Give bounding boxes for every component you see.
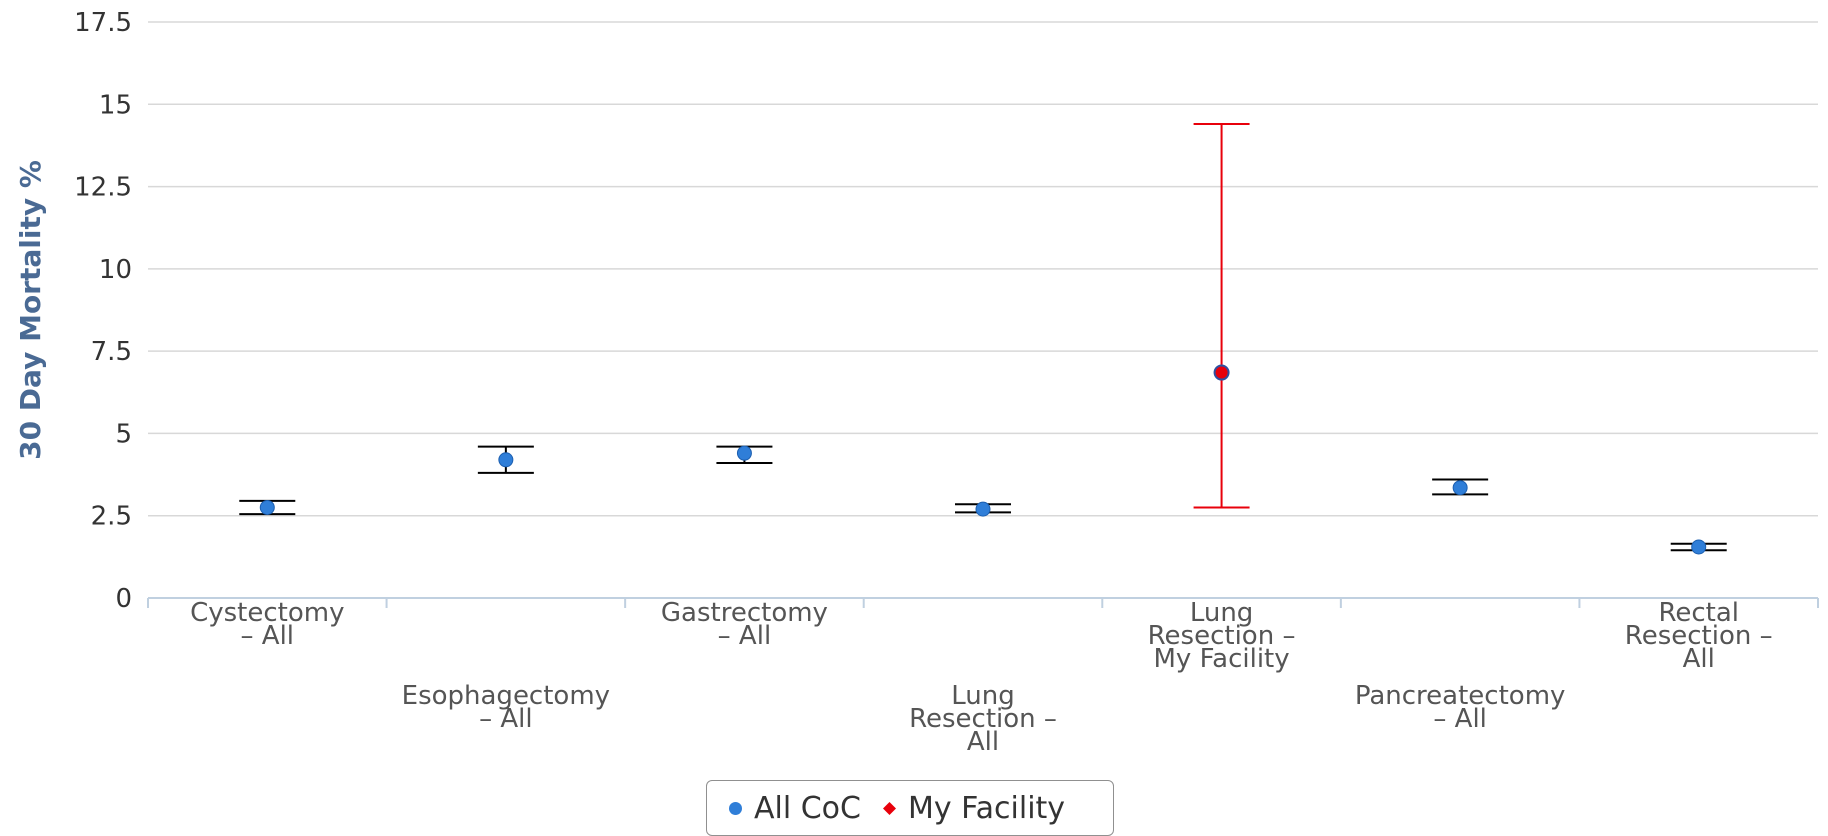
y-tick-label: 12.5 xyxy=(74,173,132,203)
x-category-label: Cystectomy – All xyxy=(190,598,344,651)
circle-marker-icon xyxy=(729,801,742,815)
y-axis-tick-labels: 0 2.5 5 7.5 10 12.5 15 17.5 xyxy=(74,8,132,614)
x-category-label-line: All xyxy=(967,727,999,757)
x-category-label-line: Resection – xyxy=(1625,621,1773,651)
legend-label-all-coc: All CoC xyxy=(754,790,861,826)
x-category-label-line: Resection – xyxy=(909,704,1057,734)
data-point-all-coc[interactable] xyxy=(498,452,514,468)
legend-label-my-facility: My Facility xyxy=(907,790,1066,826)
y-tick-label: 17.5 xyxy=(74,8,132,38)
x-category-label-line: Lung xyxy=(1190,598,1254,628)
x-category-label-line: All xyxy=(1683,644,1715,674)
legend-item-my-facility[interactable]: My Facility xyxy=(882,790,1066,826)
data-point-all-coc[interactable] xyxy=(975,501,991,517)
data-point-all-coc[interactable] xyxy=(1452,480,1468,496)
x-category-label-line: – All xyxy=(241,621,295,651)
data-point-all-coc[interactable] xyxy=(1691,539,1707,555)
y-tick-label: 0 xyxy=(115,584,132,614)
error-bars xyxy=(239,123,1727,552)
x-category-label-line: Gastrectomy xyxy=(661,598,828,628)
y-tick-label: 10 xyxy=(99,255,132,285)
y-tick-label: 2.5 xyxy=(91,502,132,532)
x-category-label-line: Rectal xyxy=(1658,598,1739,628)
x-category-label: Lung Resection – All xyxy=(909,681,1057,757)
y-tick-label: 7.5 xyxy=(91,337,132,367)
x-category-label-line: – All xyxy=(479,704,533,734)
y-tick-label: 15 xyxy=(99,90,132,120)
data-point-my-facility[interactable] xyxy=(1213,364,1230,381)
legend: All CoC My Facility xyxy=(706,780,1114,836)
y-tick-label: 5 xyxy=(115,419,132,449)
x-category-label: Rectal Resection – All xyxy=(1625,598,1773,674)
x-category-label-line: Lung xyxy=(951,681,1015,711)
x-category-label-line: Resection – xyxy=(1148,621,1296,651)
x-category-label: Esophagectomy – All xyxy=(402,681,610,734)
data-point-all-coc[interactable] xyxy=(259,499,275,515)
x-category-label-line: Pancreatectomy xyxy=(1355,681,1566,711)
x-category-label: Gastrectomy – All xyxy=(661,598,828,651)
legend-item-all-coc[interactable]: All CoC xyxy=(729,791,861,826)
x-category-label-line: My Facility xyxy=(1154,644,1290,674)
x-category-label-line: – All xyxy=(718,621,772,651)
x-category-label-line: Cystectomy xyxy=(190,598,344,628)
y-axis-title: 30 Day Mortality % xyxy=(14,160,47,460)
x-category-label-line: Esophagectomy xyxy=(402,681,610,711)
grid-lines xyxy=(148,21,1818,517)
data-point-all-coc[interactable] xyxy=(736,445,752,461)
diamond-marker-icon xyxy=(882,801,896,815)
x-axis xyxy=(147,597,1819,608)
x-category-label: Lung Resection – My Facility xyxy=(1148,598,1296,674)
data-points xyxy=(259,364,1707,555)
x-category-label: Pancreatectomy – All xyxy=(1355,681,1566,734)
x-category-label-line: – All xyxy=(1433,704,1487,734)
